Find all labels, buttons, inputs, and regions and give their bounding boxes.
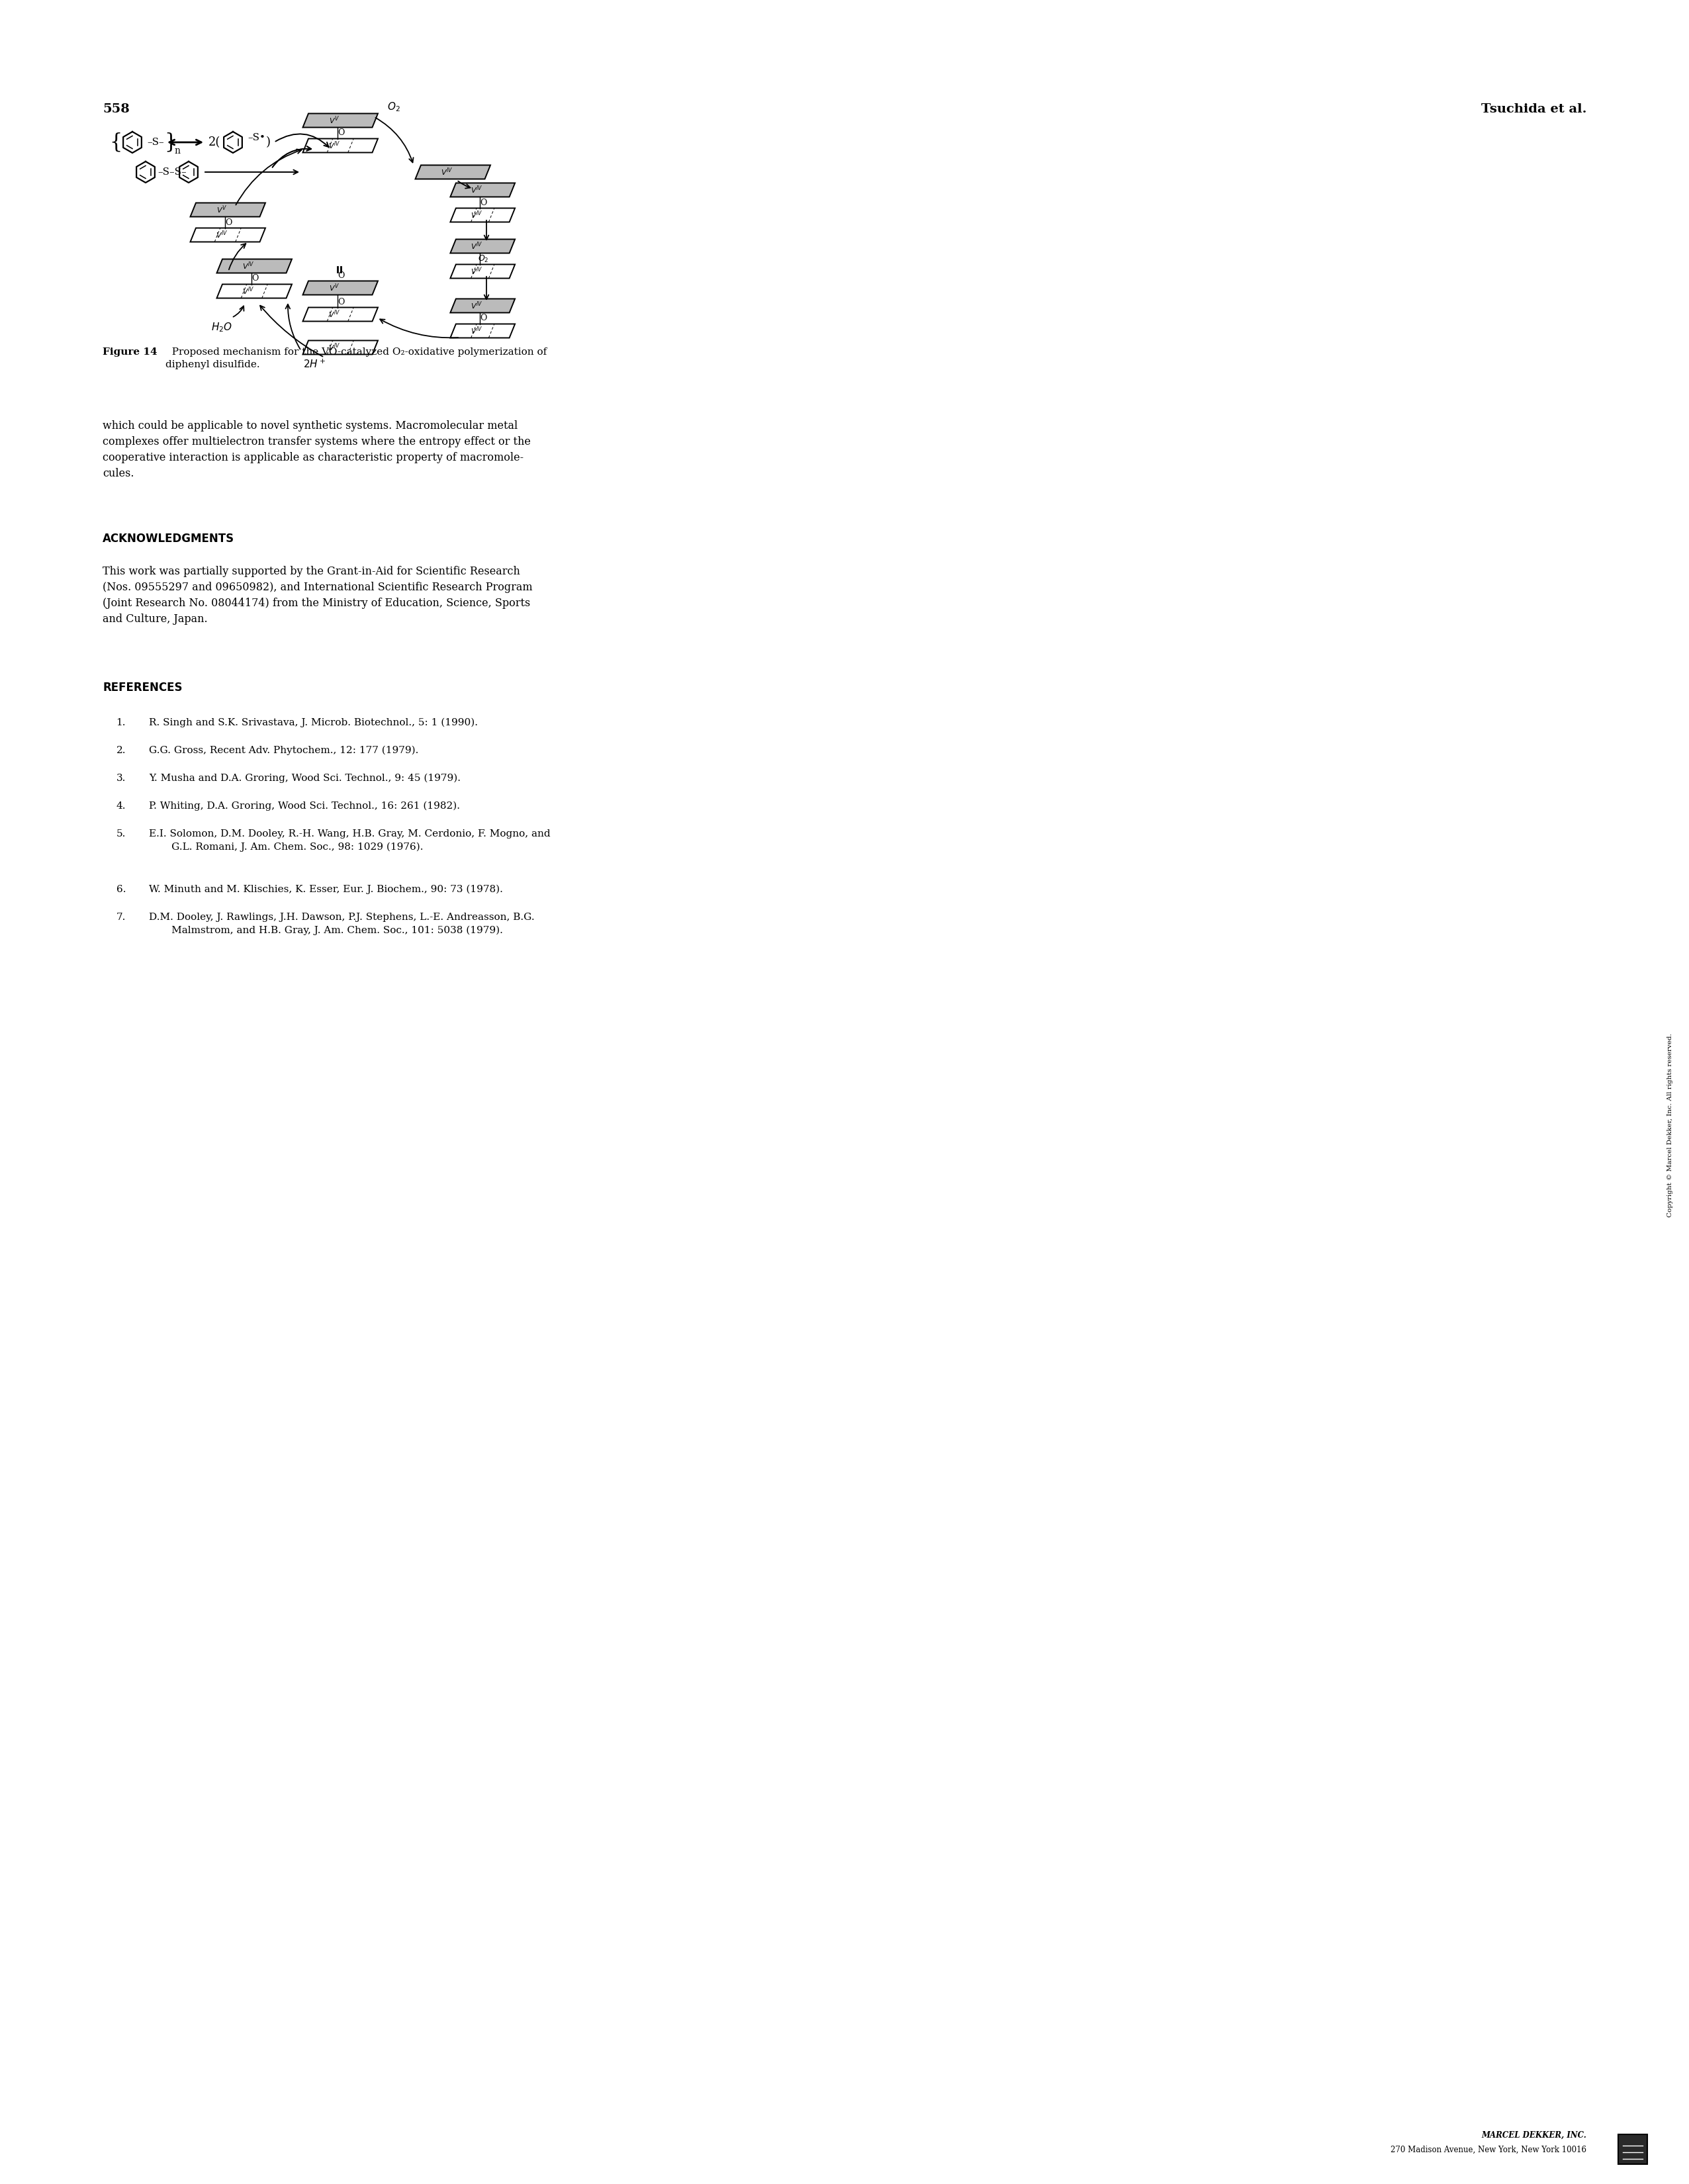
Text: 5.: 5. [117, 830, 125, 839]
Text: $V^{IV}$: $V^{IV}$ [441, 166, 453, 177]
Text: 2.: 2. [117, 747, 125, 756]
Text: 4.: 4. [117, 802, 125, 810]
Text: G.G. Gross, Recent Adv. Phytochem., 12: 177 (1979).: G.G. Gross, Recent Adv. Phytochem., 12: … [149, 747, 419, 756]
Text: $O_2$: $O_2$ [478, 253, 488, 264]
Text: O: O [338, 299, 345, 306]
Text: –S–S–: –S–S– [157, 168, 186, 177]
Text: O: O [252, 275, 258, 284]
Text: $V^{IV}$: $V^{IV}$ [471, 183, 483, 194]
Polygon shape [216, 260, 292, 273]
Text: which could be applicable to novel synthetic systems. Macromolecular metal
compl: which could be applicable to novel synth… [103, 419, 530, 480]
Text: This work was partially supported by the Grant-in-Aid for Scientific Research
(N: This work was partially supported by the… [103, 566, 532, 625]
Text: $V^V$: $V^V$ [329, 116, 339, 127]
Text: Copyright © Marcel Dekker, Inc. All rights reserved.: Copyright © Marcel Dekker, Inc. All righ… [1667, 1033, 1674, 1216]
Text: 2(: 2( [208, 135, 221, 149]
Text: P. Whiting, D.A. Groring, Wood Sci. Technol., 16: 261 (1982).: P. Whiting, D.A. Groring, Wood Sci. Tech… [149, 802, 459, 810]
Text: MARCEL DEKKER, INC.: MARCEL DEKKER, INC. [1481, 2132, 1586, 2140]
Text: $V^{IV}$: $V^{IV}$ [328, 343, 339, 354]
Text: $V^{IV}$: $V^{IV}$ [242, 286, 255, 297]
Polygon shape [451, 299, 515, 312]
Polygon shape [302, 138, 378, 153]
Text: $H_2O$: $H_2O$ [211, 321, 233, 334]
Text: O: O [338, 129, 345, 138]
Text: W. Minuth and M. Klischies, K. Esser, Eur. J. Biochem., 90: 73 (1978).: W. Minuth and M. Klischies, K. Esser, Eu… [149, 885, 503, 895]
Text: $V^{IV}$: $V^{IV}$ [328, 308, 339, 319]
Text: $V^{IV}$: $V^{IV}$ [471, 240, 483, 251]
Text: 3.: 3. [117, 773, 125, 782]
Text: $V^{IV}$: $V^{IV}$ [216, 229, 228, 240]
Text: $2H^+$: $2H^+$ [302, 358, 326, 369]
Polygon shape [191, 203, 265, 216]
Text: $V^V$: $V^V$ [329, 282, 339, 293]
Text: $V^{IV}$: $V^{IV}$ [471, 266, 483, 277]
Polygon shape [302, 341, 378, 354]
Text: Tsuchida et al.: Tsuchida et al. [1481, 103, 1586, 116]
Text: E.I. Solomon, D.M. Dooley, R.-H. Wang, H.B. Gray, M. Cerdonio, F. Mogno, and
   : E.I. Solomon, D.M. Dooley, R.-H. Wang, H… [149, 830, 551, 852]
Text: $V^{IV}$: $V^{IV}$ [471, 299, 483, 312]
FancyBboxPatch shape [1618, 2134, 1647, 2164]
Polygon shape [302, 308, 378, 321]
Text: Y. Musha and D.A. Groring, Wood Sci. Technol., 9: 45 (1979).: Y. Musha and D.A. Groring, Wood Sci. Tec… [149, 773, 461, 784]
Text: $V^V$: $V^V$ [216, 205, 226, 216]
Polygon shape [302, 282, 378, 295]
Polygon shape [451, 207, 515, 223]
Text: –S•: –S• [248, 133, 265, 142]
Text: n: n [174, 146, 181, 155]
Polygon shape [302, 114, 378, 127]
Text: O: O [480, 199, 486, 207]
Polygon shape [451, 264, 515, 277]
Text: $V^{IV}$: $V^{IV}$ [242, 260, 255, 271]
Text: $V^{IV}$: $V^{IV}$ [471, 325, 483, 336]
Text: $O_2$: $O_2$ [387, 100, 400, 114]
Text: ACKNOWLEDGMENTS: ACKNOWLEDGMENTS [103, 533, 235, 544]
Text: 6.: 6. [117, 885, 125, 893]
Polygon shape [216, 284, 292, 299]
Text: $V^{IV}$: $V^{IV}$ [471, 210, 483, 221]
Text: REFERENCES: REFERENCES [103, 681, 182, 695]
Text: O: O [480, 314, 486, 323]
Polygon shape [451, 183, 515, 197]
Polygon shape [451, 240, 515, 253]
Text: ): ) [267, 135, 270, 149]
Text: 558: 558 [103, 103, 130, 116]
Text: }: } [164, 131, 177, 153]
Text: D.M. Dooley, J. Rawlings, J.H. Dawson, P.J. Stephens, L.-E. Andreasson, B.G.
   : D.M. Dooley, J. Rawlings, J.H. Dawson, P… [149, 913, 534, 935]
Text: Figure 14: Figure 14 [103, 347, 157, 356]
Text: O: O [338, 271, 345, 280]
Text: {: { [110, 131, 122, 153]
Polygon shape [451, 323, 515, 339]
Text: Proposed mechanism for the VO-catalyzed O₂-oxidative polymerization of
diphenyl : Proposed mechanism for the VO-catalyzed … [166, 347, 547, 369]
Text: R. Singh and S.K. Srivastava, J. Microb. Biotechnol., 5: 1 (1990).: R. Singh and S.K. Srivastava, J. Microb.… [149, 719, 478, 727]
Text: 7.: 7. [117, 913, 125, 922]
Text: 1.: 1. [117, 719, 125, 727]
Polygon shape [191, 227, 265, 242]
Text: $V^{IV}$: $V^{IV}$ [328, 140, 339, 151]
Text: 270 Madison Avenue, New York, New York 10016: 270 Madison Avenue, New York, New York 1… [1390, 2145, 1586, 2153]
Polygon shape [415, 166, 490, 179]
Text: O: O [225, 218, 231, 227]
Text: –S–: –S– [147, 138, 164, 146]
